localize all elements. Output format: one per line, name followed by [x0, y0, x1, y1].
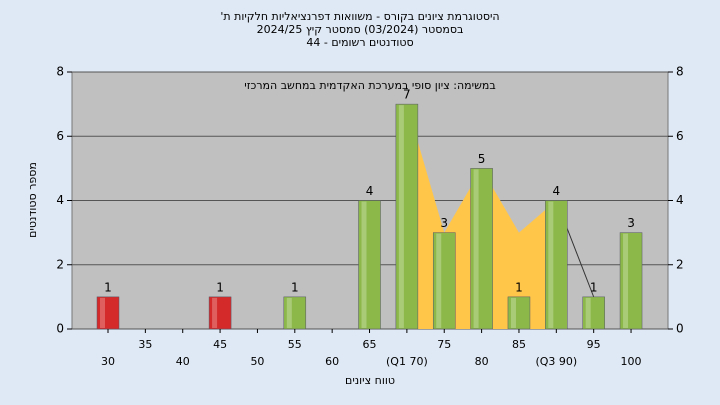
value-label: 1: [104, 280, 112, 294]
y-tick-label: 8: [56, 65, 64, 79]
y2-tick-label: 4: [676, 193, 684, 207]
bar-highlight: [510, 297, 516, 328]
value-label: 5: [478, 152, 486, 166]
chart-title: היסטוגרמת ציונים בקורס - משוואות דפרנציא…: [220, 10, 499, 23]
y-tick-label: 6: [56, 129, 64, 143]
value-label: 4: [552, 184, 560, 198]
value-label: 1: [590, 280, 598, 294]
x-tick-label: 40: [176, 355, 190, 368]
y2-tick-label: 0: [676, 322, 684, 336]
chart-subtitle: סטודנטים רשומים - 44: [306, 36, 413, 49]
value-label: 3: [627, 216, 635, 230]
x-axis-label: טווח ציונים: [345, 374, 395, 387]
value-label: 3: [440, 216, 448, 230]
x-tick-label: (Q1 70): [386, 355, 428, 368]
bar-highlight: [585, 297, 591, 328]
x-tick-label: 80: [475, 355, 489, 368]
bar-highlight: [212, 297, 218, 328]
annotation: במשימה: ציון סופי במערכת האקדמית במחשב ה…: [244, 79, 495, 92]
bar-highlight: [623, 233, 629, 328]
x-tick-label: 30: [101, 355, 115, 368]
x-tick-label: 45: [213, 338, 227, 351]
x-tick-label: 75: [437, 338, 451, 351]
bar-highlight: [436, 233, 442, 328]
value-label: 1: [291, 280, 299, 294]
y-tick-label: 0: [56, 322, 64, 336]
value-label: 1: [216, 280, 224, 294]
y2-tick-label: 6: [676, 129, 684, 143]
x-tick-label: 85: [512, 338, 526, 351]
y-axis-label: מספר סטודנטים: [26, 162, 39, 238]
chart-subtitle: בסמסטר (03/2024) סמסטר קיץ 2024/25: [257, 23, 464, 36]
bar-highlight: [361, 201, 367, 328]
x-tick-label: 65: [363, 338, 377, 351]
value-label: 4: [366, 184, 374, 198]
x-tick-label: 100: [621, 355, 642, 368]
x-tick-label: 50: [250, 355, 264, 368]
y-tick-label: 4: [56, 193, 64, 207]
y-tick-label: 2: [56, 257, 64, 271]
bar-highlight: [548, 201, 554, 328]
value-label: 1: [515, 280, 523, 294]
x-tick-label: 60: [325, 355, 339, 368]
bar-highlight: [286, 297, 292, 328]
x-tick-label: 35: [138, 338, 152, 351]
y2-tick-label: 2: [676, 257, 684, 271]
bar-highlight: [473, 169, 479, 328]
x-tick-label: 95: [587, 338, 601, 351]
x-tick-label: 55: [288, 338, 302, 351]
value-label: 7: [403, 88, 411, 102]
x-tick-label: (Q3 90): [535, 355, 577, 368]
bar-highlight: [100, 297, 105, 328]
bar-highlight: [398, 105, 404, 328]
y2-tick-label: 8: [676, 65, 684, 79]
